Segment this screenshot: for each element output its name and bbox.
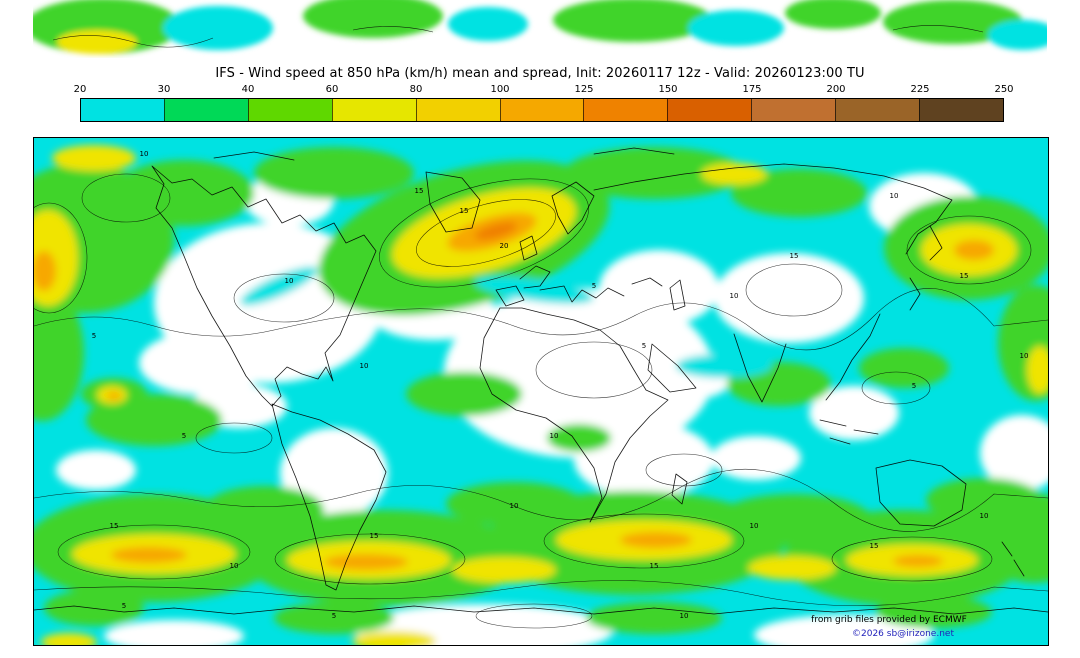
contour-label: 5 <box>332 612 336 620</box>
colorbar-segment <box>751 99 836 121</box>
colorbar-segment <box>163 99 248 121</box>
colorbar-segment <box>667 99 752 121</box>
colorbar-tick-label: 40 <box>241 84 255 95</box>
wind-field <box>34 145 1048 645</box>
colorbar-segment <box>247 99 332 121</box>
contour-label: 10 <box>510 502 519 510</box>
wind-field-svg: 10 15 10 5 20 15 10 5 10 5 10 15 10 15 10 15 10 15 10 15 10 1… <box>34 138 1048 645</box>
colorbar-tick-label: 150 <box>658 84 678 95</box>
colorbar-tick-label: 175 <box>742 84 762 95</box>
colorbar-tick-label: 250 <box>994 84 1014 95</box>
contour-label: 10 <box>730 292 739 300</box>
contour-label: 15 <box>870 542 879 550</box>
previous-map-strip <box>33 0 1047 58</box>
contour-label: 10 <box>230 562 239 570</box>
colorbar-tick-label: 60 <box>325 84 339 95</box>
colorbar-tick-labels: 20 30 40 60 80 100 125 150 175 200 225 250 <box>74 84 1014 98</box>
colorbar-tick-label: 20 <box>73 84 87 95</box>
contour-labels-group: 10 15 10 5 20 15 10 5 10 5 10 15 10 15 10 15 10 15 10 15 10 1… <box>92 150 1029 620</box>
contour-label: 10 <box>550 432 559 440</box>
previous-map-strip-svg <box>33 0 1047 58</box>
colorbar-segment <box>919 99 1003 121</box>
colorbar-segment <box>331 99 416 121</box>
contour-label: 5 <box>912 382 916 390</box>
contour-label: 15 <box>960 272 969 280</box>
colorbar-tick-label: 30 <box>157 84 171 95</box>
contour-label: 15 <box>460 207 469 215</box>
contour-label: 15 <box>415 187 424 195</box>
contour-label: 5 <box>122 602 126 610</box>
contour-label: 10 <box>750 522 759 530</box>
colorbar-tick-label: 200 <box>826 84 846 95</box>
strip-contours <box>52 25 984 48</box>
colorbar-tick-label: 225 <box>910 84 930 95</box>
map-title: IFS - Wind speed at 850 hPa (km/h) mean … <box>215 66 865 81</box>
contour-label: 5 <box>592 282 596 290</box>
contour-label: 15 <box>790 252 799 260</box>
wind-speed-colorbar: 20 30 40 60 80 100 125 150 175 200 225 250 <box>74 84 1014 122</box>
contour-label: 10 <box>1020 352 1029 360</box>
contour-label: 15 <box>370 532 379 540</box>
contour-label: 15 <box>650 562 659 570</box>
colorbar-segment <box>415 99 500 121</box>
contour-label: 15 <box>110 522 119 530</box>
colorbar-segment <box>835 99 920 121</box>
colorbar-segment <box>81 99 164 121</box>
colorbar-segment <box>499 99 584 121</box>
contour-label: 10 <box>140 150 149 158</box>
spread-contours <box>34 173 1048 629</box>
contour-label: 10 <box>890 192 899 200</box>
contour-label: 5 <box>92 332 96 340</box>
world-wind-map: 10 15 10 5 20 15 10 5 10 5 10 15 10 15 10 15 10 15 10 15 10 1… <box>33 137 1049 646</box>
contour-label: 10 <box>680 612 689 620</box>
contour-label: 20 <box>500 242 509 250</box>
colorbar-tick-label: 125 <box>574 84 594 95</box>
credit-ecmwf: from grib files provided by ECMWF <box>811 615 967 625</box>
coastlines <box>34 147 1048 615</box>
contour-label: 10 <box>285 277 294 285</box>
contour-label: 10 <box>360 362 369 370</box>
contour-label: 10 <box>980 512 989 520</box>
colorbar-tick-label: 100 <box>490 84 510 95</box>
colorbar-tick-label: 80 <box>409 84 423 95</box>
contour-label: 5 <box>182 432 186 440</box>
colorbar-segment <box>583 99 668 121</box>
colorbar-gradient <box>80 98 1004 122</box>
contour-label: 5 <box>642 342 646 350</box>
credit-copyright: ©2026 sb@irizone.net <box>852 629 954 639</box>
